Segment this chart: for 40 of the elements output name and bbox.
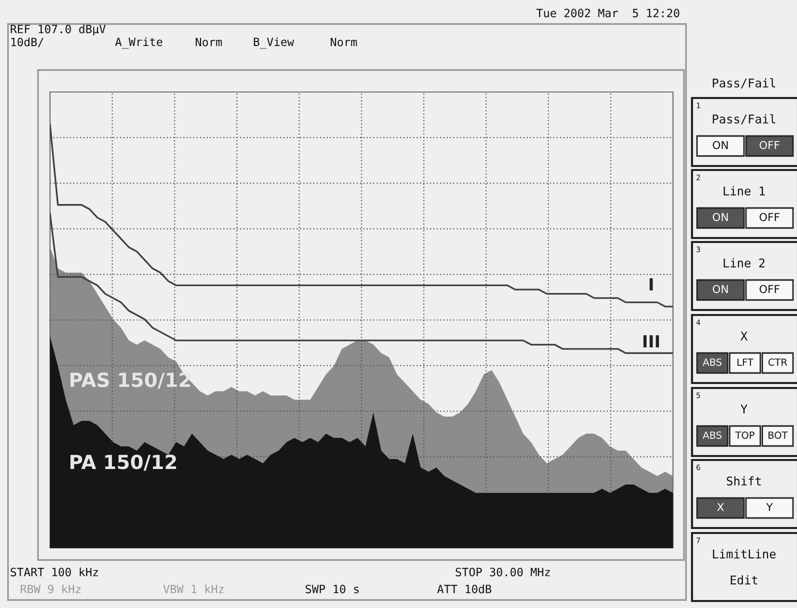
text: Line 1	[724, 186, 765, 196]
text: CTR	[768, 358, 788, 366]
text: Edit	[730, 575, 758, 584]
text: ON	[712, 284, 728, 294]
text: TOP	[735, 431, 754, 439]
text: B_View	[254, 37, 294, 49]
text: ABS	[702, 431, 722, 439]
text: LFT	[738, 358, 754, 366]
text: BOT	[768, 431, 788, 439]
text: REF 107.0 dBµV	[10, 24, 106, 36]
text: Pass/Fail	[712, 114, 776, 124]
text: 10dB/	[11, 38, 44, 48]
text: LimitLine	[712, 549, 776, 558]
series-label: I	[650, 278, 653, 290]
text: Line 2	[724, 258, 765, 268]
text: Tue 2002 Mar 5 12:20	[536, 8, 680, 18]
text: Norm	[330, 38, 357, 46]
text: Y	[766, 503, 773, 511]
text: Pass/Fail	[712, 78, 776, 88]
text: ATT 10dB	[437, 584, 492, 594]
text: STOP 30.00 MHz	[456, 568, 550, 576]
text: A_Write	[115, 37, 162, 49]
text: VBW 1 kHz	[163, 584, 224, 594]
text: OFF	[760, 284, 780, 294]
series-label: PA 150/12	[70, 454, 176, 471]
text: ON	[712, 140, 728, 150]
text: Shift	[726, 476, 761, 486]
text: Norm	[196, 38, 222, 46]
text: SWP 10 s	[306, 584, 359, 594]
series-label: PAS 150/12	[70, 372, 190, 389]
series-label: III	[643, 335, 659, 348]
text: ABS	[702, 358, 722, 366]
text: ON	[712, 212, 728, 222]
text: X	[717, 503, 724, 511]
text: OFF	[760, 212, 780, 222]
text: Y	[740, 404, 748, 414]
text: X	[740, 332, 748, 340]
text: OFF	[760, 140, 780, 150]
text: RBW 9 kHz	[20, 584, 81, 594]
text: START 100 kHz	[10, 568, 98, 576]
